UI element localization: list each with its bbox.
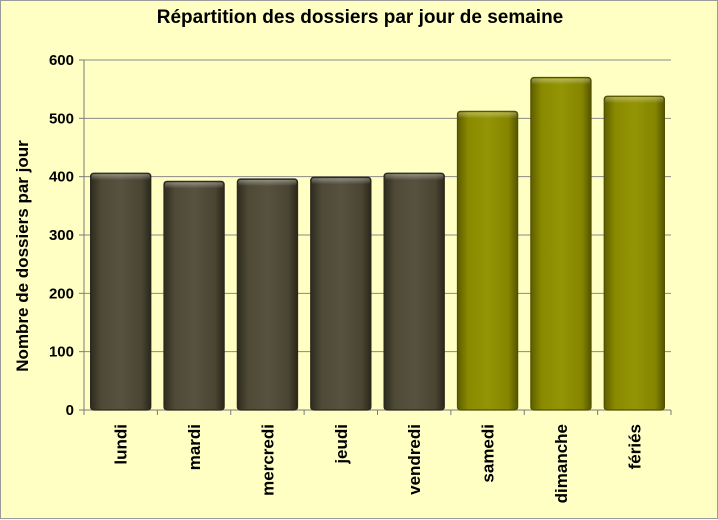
bar-dimanche <box>530 76 592 411</box>
bar <box>236 178 299 411</box>
bar <box>603 95 665 411</box>
chart-title: Répartition des dossiers par jour de sem… <box>156 7 564 28</box>
y-tick-label: 400 <box>49 169 74 186</box>
y-axis-ticks: 0 100 200 300 400 500 600 <box>49 52 74 419</box>
y-tick-label: 200 <box>49 285 74 302</box>
bar-highlight <box>311 178 370 185</box>
y-tick-label: 0 <box>66 402 74 419</box>
y-tick-label: 300 <box>49 227 74 244</box>
y-axis-title: Nombre de dossiers par jour <box>13 140 32 372</box>
bar-mardi <box>163 180 225 411</box>
x-tick-label: jeudi <box>332 424 351 465</box>
bar-highlight <box>605 97 664 104</box>
y-tick-label: 600 <box>49 52 74 69</box>
bar-samedi <box>456 110 519 411</box>
bars <box>90 76 665 411</box>
x-tick-label: mercredi <box>258 424 277 496</box>
bar-highlight <box>164 182 224 189</box>
bar-highlight <box>238 180 297 186</box>
bar-highlight <box>385 174 444 181</box>
bar-fériés <box>603 95 665 411</box>
bar <box>456 110 519 411</box>
y-tick-label: 500 <box>49 110 74 127</box>
bar <box>530 76 592 411</box>
bar-highlight <box>531 78 591 85</box>
x-tick-label: samedi <box>479 424 498 483</box>
bar-highlight <box>458 112 517 119</box>
x-tick-label: mardi <box>185 424 204 470</box>
x-tick-label: lundi <box>112 424 131 465</box>
x-tick-label: fériés <box>625 424 644 469</box>
x-axis-ticks: lundi mardi mercredi jeudi vendredi samedi dim… <box>83 410 672 503</box>
bar <box>90 172 152 411</box>
bar <box>310 176 372 411</box>
bar-vendredi <box>383 172 445 411</box>
x-tick-label: vendredi <box>405 424 424 495</box>
bar <box>383 172 445 411</box>
bar-highlight <box>91 174 150 181</box>
bar <box>163 180 225 411</box>
bar-lundi <box>90 172 152 411</box>
x-tick-label: dimanche <box>552 424 571 503</box>
y-tick-label: 100 <box>49 344 74 361</box>
bar-jeudi <box>310 176 372 411</box>
bar-mercredi <box>236 178 299 411</box>
